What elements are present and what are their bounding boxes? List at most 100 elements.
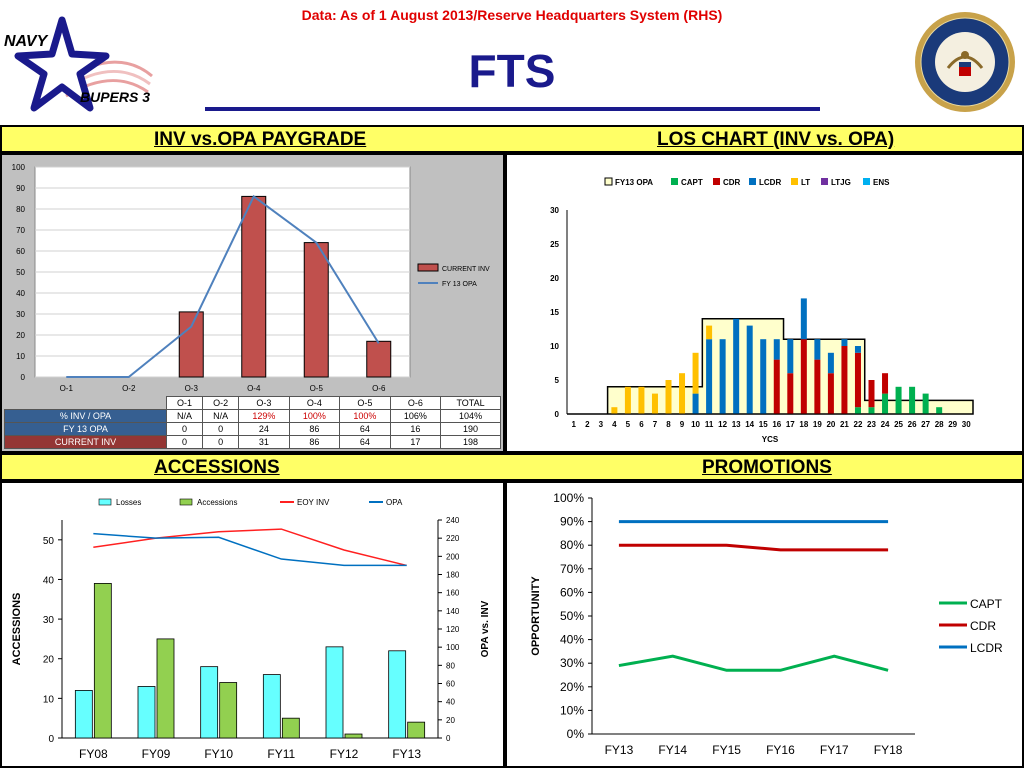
x-tick-label: 22 — [854, 420, 863, 429]
x-tick-label: 11 — [705, 420, 714, 429]
paygrade-panel: 0 10 20 30 40 50 60 70 80 90 100 O-1 O-2 O-3 O-4 O-5 O-6… — [0, 153, 505, 453]
bar-accessions — [344, 733, 363, 739]
bar-lt — [624, 386, 631, 414]
y-tick-label: 60 — [16, 247, 25, 256]
x-tick-label: FY08 — [79, 747, 108, 761]
x-tick-label: 28 — [935, 420, 944, 429]
line-cdr — [618, 543, 889, 552]
x-tick-label: 2 — [585, 420, 590, 429]
accessions-section-title: ACCESSIONS — [154, 457, 280, 478]
bar-losses — [388, 650, 407, 739]
promotions-panel: 0% 10% 20% 30% 40% 50% 60% 70% 80% 90% 100% FY13 FY1… — [505, 481, 1024, 768]
logo-navy-text: NAVY — [4, 33, 49, 50]
y-tick-label: 70% — [560, 562, 584, 576]
legend-swatch-fy13-opa — [604, 177, 613, 186]
bar-accessions — [156, 638, 175, 739]
x-tick-label: 8 — [666, 420, 671, 429]
line-capt — [618, 654, 889, 672]
legend-label-losses: Losses — [116, 498, 141, 507]
los-section-title: LOS CHART (INV vs. OPA) — [657, 129, 895, 150]
legend-label-current-inv: CURRENT INV — [442, 266, 490, 273]
bar-lt — [638, 386, 645, 414]
accessions-panel: 0 10 20 30 40 50 0 20 40 60 80 100 120 140 160 180 200 22… — [0, 481, 505, 768]
x-tick-label: 26 — [908, 420, 917, 429]
x-tick-label: O-5 — [310, 384, 324, 393]
y2-tick-label: 100 — [446, 643, 460, 652]
x-tick-label: O-2 — [122, 384, 136, 393]
table-cell: 0 — [165, 422, 204, 436]
table-row: FY 13 OPA 0 0 24 86 64 16 190 — [4, 422, 501, 436]
y-tick-label: 50 — [43, 536, 55, 547]
bar-lcdr — [692, 393, 699, 414]
bar-cdr — [787, 373, 794, 414]
y-tick-label: 30 — [16, 310, 25, 319]
x-tick-label: 7 — [653, 420, 658, 429]
bar-capt — [854, 407, 861, 414]
x-tick-label: 6 — [639, 420, 644, 429]
y-tick-label: 15 — [550, 308, 559, 317]
table-row-label: CURRENT INV — [4, 435, 167, 449]
y2-tick-label: 0 — [446, 734, 451, 743]
y-tick-label: 20 — [43, 655, 55, 666]
bar-capt — [895, 386, 902, 414]
data-source-note: Data: As of 1 August 2013/Reserve Headqu… — [301, 7, 723, 23]
bar-lt — [679, 373, 686, 414]
y-tick-label: 40 — [43, 575, 55, 586]
line-fy13-opa — [66, 194, 380, 378]
table-header-row: O-1 O-2 O-3 O-4 O-5 O-6 TOTAL — [5, 396, 501, 410]
x-tick-label: FY10 — [204, 747, 233, 761]
x-tick-label: 19 — [813, 420, 822, 429]
table-column-header: O-1 — [165, 396, 204, 410]
table-cell: 100% — [288, 409, 341, 423]
bar-capt — [909, 386, 916, 414]
x-tick-label: 23 — [867, 420, 876, 429]
table-cell: 64 — [339, 422, 391, 436]
table-cell: 24 — [238, 422, 290, 436]
bar-lt — [611, 407, 618, 414]
x-tick-label: O-3 — [185, 384, 199, 393]
x-tick-label: 4 — [612, 420, 617, 429]
y-tick-label: 30% — [560, 656, 584, 670]
y-tick-label: 10 — [16, 352, 25, 361]
x-tick-label: FY12 — [330, 747, 359, 761]
line-opa — [93, 532, 407, 567]
y-tick-label: 80 — [16, 205, 25, 214]
y2-tick-label: 180 — [446, 571, 460, 580]
y-tick-label: 50 — [16, 268, 25, 277]
table-column-header: O-6 — [389, 396, 442, 410]
bar-losses — [200, 666, 219, 739]
legend-label-lcdr: LCDR — [970, 641, 1003, 655]
legend-swatch-ltjg — [821, 178, 828, 185]
y2-tick-label: 160 — [446, 589, 460, 598]
table-column-header: TOTAL — [440, 396, 501, 410]
bar-lcdr — [719, 339, 726, 414]
table-row-label: FY 13 OPA — [4, 422, 167, 436]
y-tick-label: 80% — [560, 538, 584, 552]
bar-capt — [922, 393, 929, 414]
y-tick-label: 5 — [555, 376, 560, 385]
bar-accessions — [281, 717, 300, 739]
bar-lt — [651, 393, 658, 414]
bar-current-inv — [366, 340, 392, 378]
legend-swatch-current-inv — [417, 263, 439, 272]
logo-bupers-text: BUPERS 3 — [80, 89, 150, 105]
table-cell: 86 — [288, 422, 341, 436]
x-tick-label: FY16 — [766, 743, 795, 757]
y-tick-label: 90% — [560, 515, 584, 529]
navy-seal-logo — [915, 12, 1015, 112]
table-cell: 86 — [288, 435, 341, 449]
x-tick-label: 13 — [732, 420, 741, 429]
x-tick-label: 18 — [799, 420, 808, 429]
promotions-section-title: PROMOTIONS — [702, 457, 832, 478]
bar-capt — [868, 407, 875, 414]
table-cell: 100% — [339, 409, 391, 423]
table-cell: 190 — [440, 422, 501, 436]
x-tick-label: 25 — [894, 420, 903, 429]
bar-losses — [325, 646, 344, 739]
x-tick-label: 29 — [948, 420, 957, 429]
legend-swatch-lt — [791, 178, 798, 185]
table-cell: 104% — [440, 409, 501, 423]
bar-lt — [665, 380, 672, 414]
table-column-header: O-5 — [339, 396, 391, 410]
table-cell: 17 — [389, 435, 442, 449]
